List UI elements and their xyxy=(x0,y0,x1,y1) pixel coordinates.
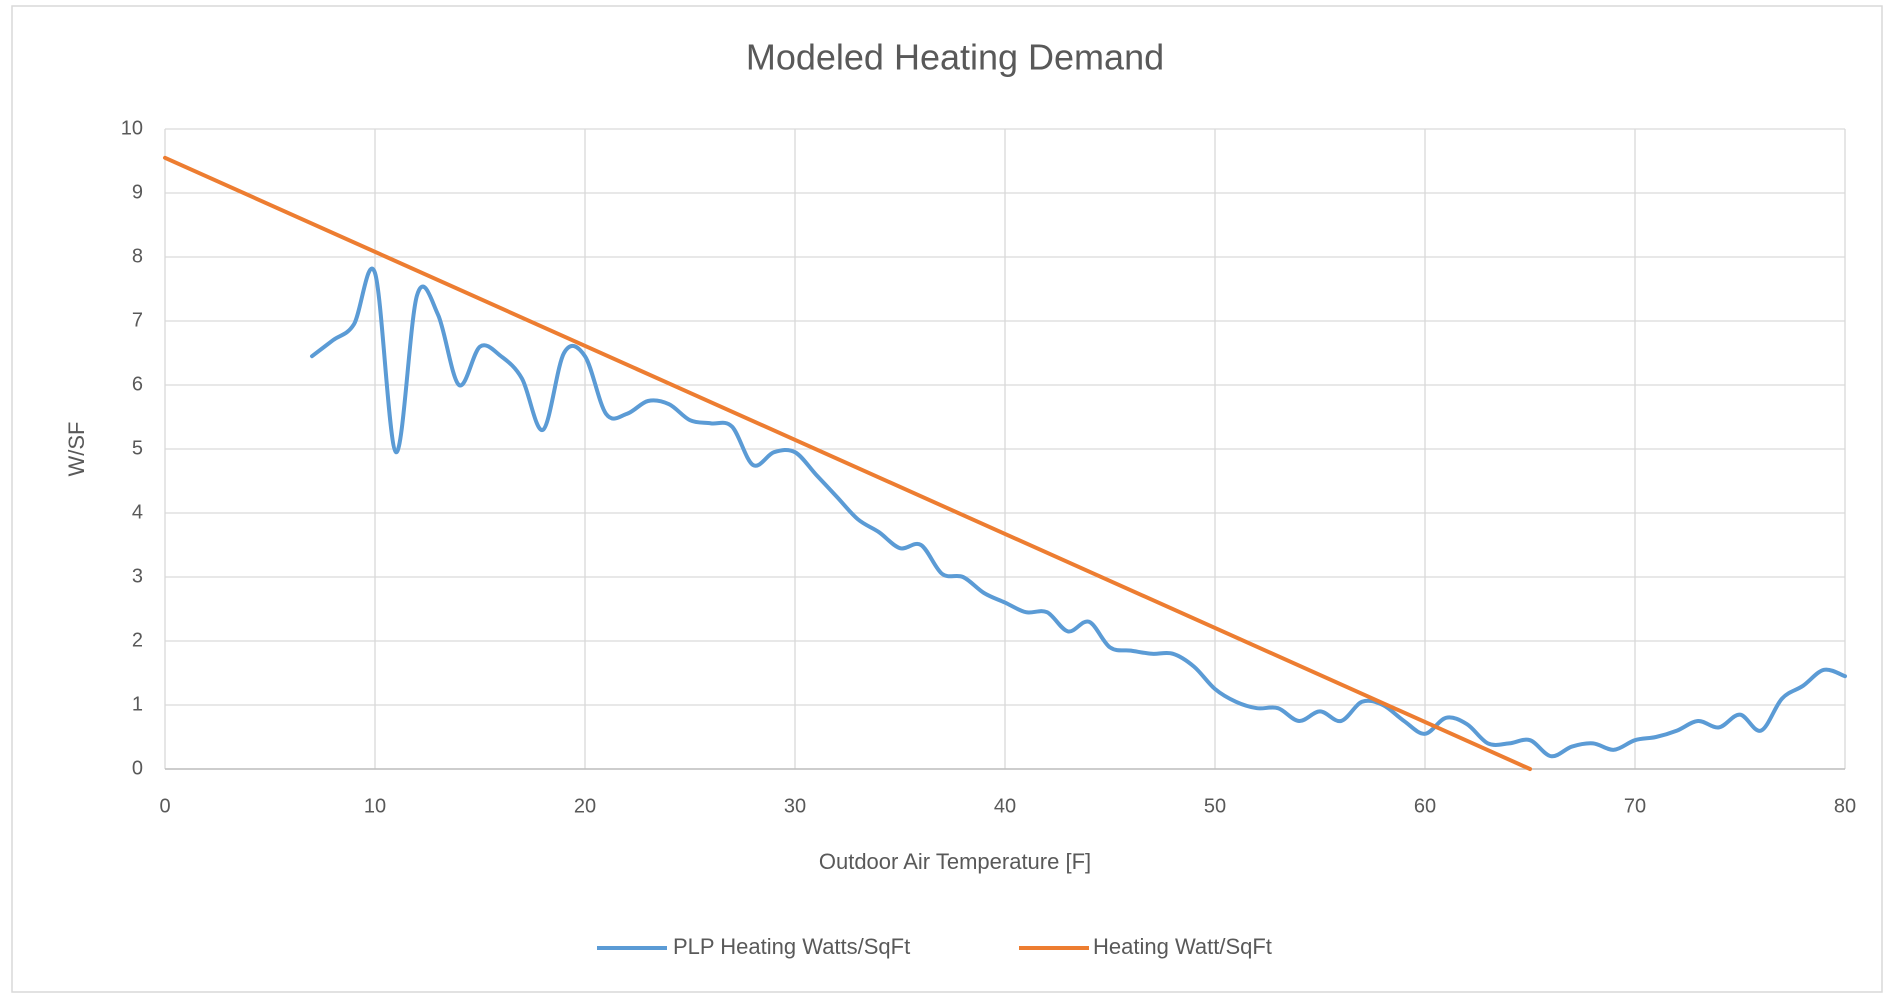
y-tick-label: 9 xyxy=(132,181,143,203)
x-axis-label: Outdoor Air Temperature [F] xyxy=(819,849,1091,874)
chart-frame xyxy=(11,5,1883,993)
y-tick-label: 4 xyxy=(132,501,143,523)
legend-label: Heating Watt/SqFt xyxy=(1093,934,1272,959)
x-tick-label: 30 xyxy=(784,795,806,817)
data-line xyxy=(163,155,1532,771)
chart-title: Modeled Heating Demand xyxy=(746,37,1164,78)
x-tick-label: 70 xyxy=(1624,795,1646,817)
y-tick-label: 5 xyxy=(132,437,143,459)
y-tick-label: 6 xyxy=(132,373,143,395)
y-tick-label: 0 xyxy=(132,757,143,779)
x-tick-label: 10 xyxy=(364,795,386,817)
x-tick-label: 80 xyxy=(1834,795,1856,817)
x-tick-label: 50 xyxy=(1204,795,1226,817)
y-tick-label: 8 xyxy=(132,245,143,267)
y-tick-label: 2 xyxy=(132,629,143,651)
y-tick-label: 7 xyxy=(132,309,143,331)
legend-label: PLP Heating Watts/SqFt xyxy=(673,934,910,959)
data-line xyxy=(310,266,1847,759)
x-tick-label: 60 xyxy=(1414,795,1436,817)
x-tick-label: 20 xyxy=(574,795,596,817)
y-axis-label: W/SF xyxy=(64,422,89,477)
x-tick-label: 40 xyxy=(994,795,1016,817)
y-tick-label: 3 xyxy=(132,565,143,587)
y-tick-label: 10 xyxy=(121,117,143,139)
y-tick-label: 1 xyxy=(132,693,143,715)
x-tick-label: 0 xyxy=(159,795,170,817)
